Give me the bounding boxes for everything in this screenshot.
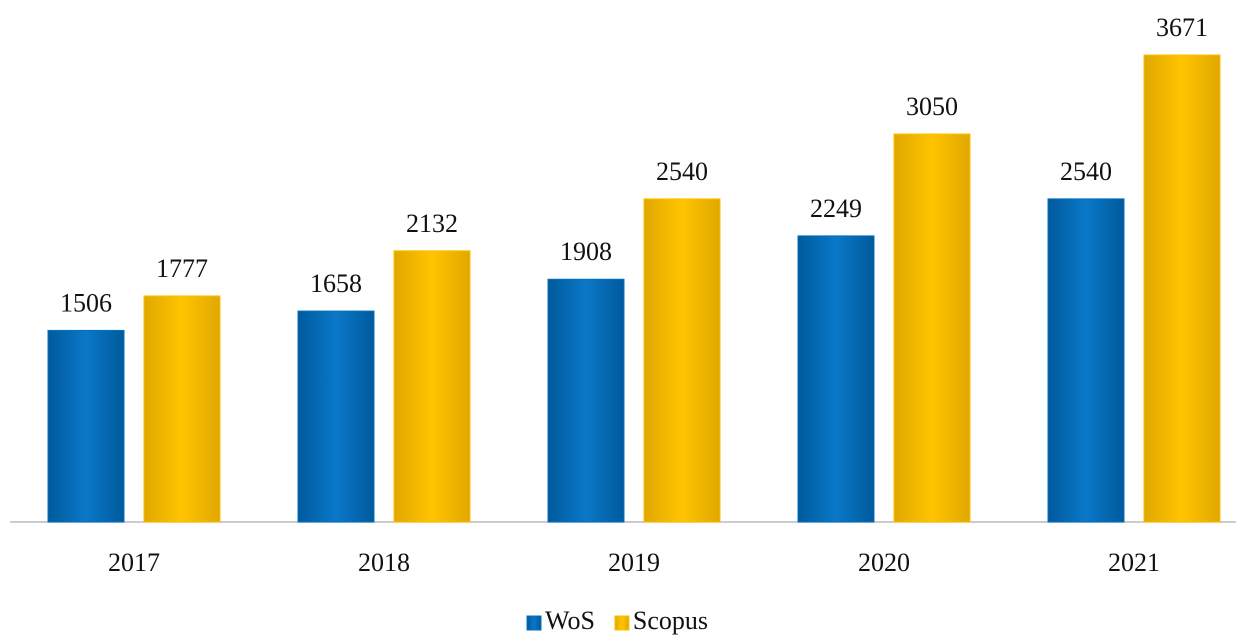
bar xyxy=(1143,54,1221,523)
bar xyxy=(547,278,625,523)
value-label: 2540 xyxy=(1060,157,1112,186)
legend-swatch xyxy=(614,615,630,631)
value-label: 1506 xyxy=(60,288,112,317)
x-tick-label: 2020 xyxy=(858,548,910,577)
x-tick-label: 2017 xyxy=(108,548,160,577)
x-tick-label: 2021 xyxy=(1108,548,1160,577)
value-label: 1658 xyxy=(310,269,362,298)
legend-swatch xyxy=(526,615,542,631)
legend-label: WoS xyxy=(545,606,595,635)
value-label: 2132 xyxy=(406,209,458,238)
value-label: 3050 xyxy=(906,92,958,121)
bar xyxy=(47,329,125,523)
value-label: 1777 xyxy=(156,254,208,283)
x-tick-label: 2018 xyxy=(358,548,410,577)
value-label: 3671 xyxy=(1156,13,1208,42)
bar xyxy=(297,310,375,523)
bar xyxy=(393,250,471,523)
bar xyxy=(893,133,971,523)
legend-label: Scopus xyxy=(633,606,708,635)
bar xyxy=(143,295,221,523)
value-label: 2540 xyxy=(656,157,708,186)
value-label: 2249 xyxy=(810,194,862,223)
x-tick-label: 2019 xyxy=(608,548,660,577)
value-label: 1908 xyxy=(560,237,612,266)
bar xyxy=(643,198,721,523)
bar xyxy=(1047,198,1125,523)
bar xyxy=(797,235,875,523)
